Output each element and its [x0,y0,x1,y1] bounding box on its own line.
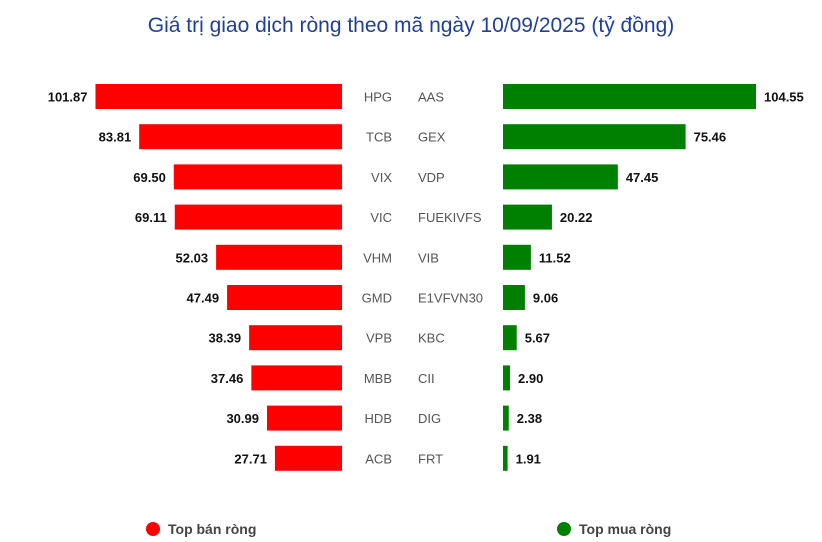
buy-bar-dig [503,405,509,431]
legend-sell-marker [146,522,160,536]
legend-buy-marker [557,522,571,536]
buy-ticker-label: KBC [418,331,445,346]
sell-value-label: 38.39 [209,331,242,346]
buy-value-label: 2.38 [517,411,542,426]
sell-ticker-label: MBB [364,371,392,386]
legend-buy-label: Top mua ròng [579,521,672,537]
buy-bar-vdp [503,164,618,190]
buy-value-label: 5.67 [525,331,550,346]
buy-value-label: 11.52 [539,250,571,265]
buy-bar-kbc [503,325,517,351]
buy-value-label: 1.91 [516,451,541,466]
buy-ticker-label: VDP [418,170,445,185]
sell-value-label: 37.46 [211,371,244,386]
sell-value-label: 27.71 [234,451,267,466]
sell-ticker-label: HDB [365,411,392,426]
buy-ticker-label: FUEKIVFS [418,210,482,225]
sell-bar-vhm [216,244,342,270]
buy-ticker-label: E1VFVN30 [418,291,483,306]
sell-bar-hpg [95,84,342,109]
sell-value-label: 101.87 [48,90,88,105]
sell-value-label: 47.49 [187,291,220,306]
sell-bar-vix [173,164,342,190]
sell-ticker-label: VIC [370,210,392,225]
buy-ticker-label: VIB [418,250,439,265]
buy-value-label: 104.55 [764,90,804,105]
buy-bar-aas [503,84,756,109]
buy-value-label: 75.46 [694,130,727,145]
buy-bar-vib [503,244,531,270]
buy-ticker-label: CII [418,371,435,386]
buy-ticker-label: FRT [418,451,443,466]
sell-ticker-label: VHM [363,250,392,265]
buy-value-label: 2.90 [518,371,543,386]
sell-bar-tcb [139,124,342,150]
buy-bar-frt [503,445,508,471]
sell-bar-mbb [251,365,342,391]
buy-ticker-label: DIG [418,411,441,426]
buy-bar-e1vfvn30 [503,285,525,310]
sell-value-label: 69.50 [133,170,166,185]
sell-ticker-label: VPB [366,331,392,346]
buy-bar-cii [503,365,511,391]
legend-sell-label: Top bán ròng [168,521,257,537]
buy-bar-fuekivfs [503,204,552,230]
buy-value-label: 9.06 [533,291,558,306]
sell-bar-vic [174,204,342,230]
sell-ticker-label: VIX [371,170,392,185]
sell-value-label: 30.99 [226,411,259,426]
sell-bar-gmd [227,285,342,310]
legend-buy: Top mua ròng [557,519,671,539]
buy-bar-gex [503,124,686,150]
buy-value-label: 20.22 [560,210,593,225]
buy-ticker-label: AAS [418,90,444,105]
sell-value-label: 52.03 [176,250,209,265]
sell-bar-acb [274,445,342,471]
sell-bar-hdb [267,405,342,431]
buy-value-label: 47.45 [626,170,659,185]
sell-value-label: 69.11 [135,210,167,225]
sell-ticker-label: TCB [366,130,392,145]
sell-ticker-label: GMD [362,291,392,306]
sell-ticker-label: ACB [365,451,392,466]
sell-ticker-label: HPG [364,90,392,105]
chart-title: Giá trị giao dịch ròng theo mã ngày 10/0… [147,14,675,37]
buy-ticker-label: GEX [418,130,446,145]
sell-bar-vpb [249,325,342,351]
sell-value-label: 83.81 [99,130,132,145]
legend-sell: Top bán ròng [146,519,256,539]
